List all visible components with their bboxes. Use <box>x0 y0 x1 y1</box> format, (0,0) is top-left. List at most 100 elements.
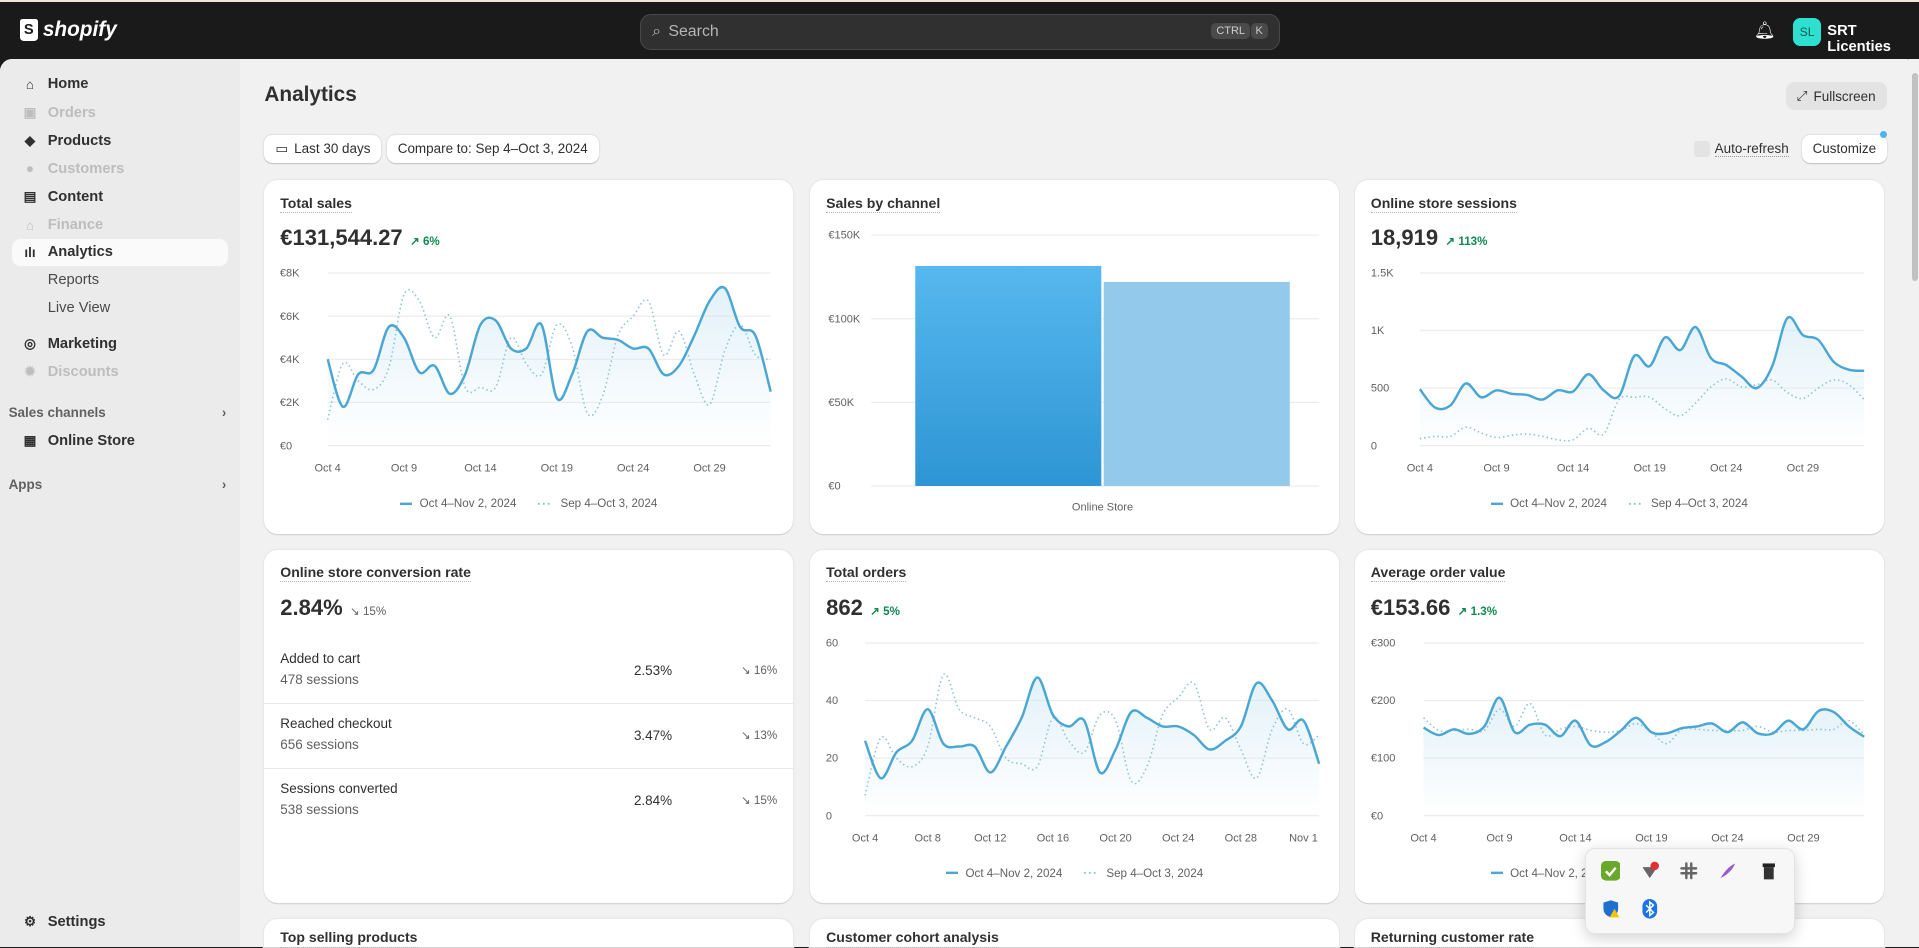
sidebar-item-finance[interactable]: ⌂ Finance <box>12 212 227 239</box>
legend-dotted-swatch <box>538 502 554 505</box>
notifications-bell-icon[interactable]: 🔔︎ <box>1753 20 1776 41</box>
button-label: Customize <box>1812 141 1877 157</box>
y-tick-label: 0 <box>1371 440 1377 452</box>
scrollbar[interactable] <box>1909 58 1919 948</box>
current-area <box>1419 316 1864 446</box>
legend-previous: Sep 4–Oct 3, 2024 <box>1106 866 1204 880</box>
shopify-bag-icon: S <box>19 18 38 41</box>
sidebar-item-settings[interactable]: ⚙ Settings <box>12 908 227 935</box>
tag-icon: ◆ <box>24 132 36 148</box>
card-title[interactable]: Returning customer rate <box>1370 929 1535 948</box>
scrollbar-thumb[interactable] <box>1911 73 1918 282</box>
average-order-value-card[interactable]: Average order value €153.66 ↗ 1.3% €0 €100… <box>1354 549 1884 904</box>
discount-icon: ✹ <box>24 364 36 380</box>
avatar[interactable]: SL <box>1793 17 1822 47</box>
sidebar-item-online-store[interactable]: ▦ Online Store <box>12 427 227 454</box>
sidebar-item-live-view[interactable]: Live View <box>12 295 227 322</box>
brand-name: shopify <box>42 17 117 41</box>
card-title[interactable]: Top selling products <box>280 929 418 948</box>
bank-icon: ⌂ <box>25 217 35 233</box>
sales-channels-header[interactable]: Sales channels › <box>9 405 227 420</box>
aov-chart[interactable]: €0 €100 €200 €300 Oct 4 Oct 9 Oct 14 Oct 19 Oct … <box>1355 550 1884 856</box>
x-tick-label: Oct 4 <box>315 462 341 474</box>
x-tick-label: Oct 24 <box>1711 832 1743 844</box>
bluetooth-icon[interactable] <box>1640 899 1660 919</box>
legend-current: Oct 4–Nov 2, 2024 <box>419 496 517 510</box>
nav-label: Content <box>47 189 104 206</box>
y-tick-label: 500 <box>1371 383 1389 395</box>
top-products-card[interactable]: Top selling products <box>264 919 794 948</box>
search-icon: ⌕ <box>652 22 662 40</box>
sidebar-item-analytics[interactable]: ılı Analytics <box>12 238 228 266</box>
legend-dotted-swatch <box>1628 502 1644 505</box>
search-input[interactable]: ⌕ Search CTRL K <box>640 14 1281 50</box>
x-tick-label: Oct 8 <box>915 832 941 844</box>
legend-solid-swatch <box>400 502 413 505</box>
funnel-row: Sessions converted 538 sessions 2.84% ↘ 15% <box>264 769 793 834</box>
total-orders-card[interactable]: Total orders 862 ↗ 5% 0 20 40 60 Oct 4 Oct 8 Oc… <box>810 549 1339 904</box>
card-title[interactable]: Total sales <box>280 195 352 213</box>
card-title[interactable]: Average order value <box>1370 564 1506 583</box>
funnel-label: Added to cart <box>280 651 361 667</box>
sidebar-item-home[interactable]: ⌂ Home <box>12 71 227 98</box>
auto-refresh-checkbox[interactable] <box>1693 140 1710 157</box>
button-label: Compare to: Sep 4–Oct 3, 2024 <box>397 141 588 157</box>
apps-header[interactable]: Apps › <box>9 477 227 492</box>
fullscreen-button[interactable]: ⤢ Fullscreen <box>1785 81 1887 111</box>
x-tick-label: Oct 19 <box>541 462 573 474</box>
trash-icon[interactable] <box>1759 861 1779 881</box>
sidebar-item-content[interactable]: ▤ Content <box>12 184 227 211</box>
nav-label: Home <box>47 76 89 93</box>
funnel-sessions: 538 sessions <box>280 801 359 817</box>
expand-icon: ⤢ <box>1796 88 1808 104</box>
y-tick-label: €6K <box>280 311 300 323</box>
feather-icon[interactable] <box>1718 861 1738 881</box>
network-error-icon[interactable] <box>1640 861 1660 881</box>
y-tick-label: 20 <box>826 752 838 764</box>
compare-button[interactable]: Compare to: Sep 4–Oct 3, 2024 <box>386 134 599 163</box>
nav-label: Discounts <box>47 364 119 381</box>
card-title[interactable]: Total orders <box>826 564 907 583</box>
total-sales-card[interactable]: Total sales €131,544.27 ↗ 6% €0 €2K €4K €6K €… <box>264 179 794 534</box>
button-label: Last 30 days <box>294 141 371 157</box>
store-name[interactable]: SRT Licenties <box>1827 22 1891 55</box>
sales-by-channel-card[interactable]: Sales by channel €0 €50K €100K €150K Online … <box>810 179 1339 534</box>
slack-icon[interactable] <box>1679 861 1699 881</box>
y-tick-label: €300 <box>1371 637 1395 649</box>
total-sales-chart[interactable]: €0 €2K €4K €6K €8K Oct 4 Oct 9 Oct 14 Oct 19 Oct … <box>264 180 793 486</box>
funnel-delta: ↘ 13% <box>740 729 778 743</box>
conversion-rate-card[interactable]: Online store conversion rate 2.84% ↘ 15% … <box>264 549 794 904</box>
sales-by-channel-chart[interactable]: €0 €50K €100K €150K Online Store <box>810 180 1339 534</box>
sessions-chart[interactable]: 0 500 1K 1.5K Oct 4 Oct 9 Oct 14 Oct 19 Oct 24 Oc… <box>1355 180 1884 486</box>
y-tick-label: €200 <box>1371 695 1395 707</box>
auto-refresh-label[interactable]: Auto-refresh <box>1714 140 1789 157</box>
x-tick-label: Oct 16 <box>1037 832 1069 844</box>
sessions-card[interactable]: Online store sessions 18,919 ↗ 113% 0 500 1… <box>1354 179 1884 534</box>
chevron-right-icon: › <box>221 477 227 493</box>
customize-button[interactable]: Customize <box>1801 134 1888 163</box>
x-tick-label: Oct 19 <box>1635 832 1667 844</box>
page-title: Analytics <box>264 83 357 107</box>
card-title[interactable]: Sales by channel <box>826 195 941 213</box>
sidebar-item-customers[interactable]: ● Customers <box>12 155 227 182</box>
funnel-label: Sessions converted <box>280 780 398 796</box>
sidebar-item-orders[interactable]: ▣ Orders <box>12 99 227 126</box>
defender-warning-icon[interactable] <box>1601 899 1621 919</box>
delta-value: 113% <box>1458 235 1488 249</box>
sidebar-item-reports[interactable]: Reports <box>12 267 227 294</box>
sidebar-item-discounts[interactable]: ✹ Discounts <box>12 359 227 386</box>
date-range-button[interactable]: ▭ Last 30 days <box>264 134 382 163</box>
cohort-card[interactable]: Customer cohort analysis <box>810 919 1339 948</box>
total-orders-chart[interactable]: 0 20 40 60 Oct 4 Oct 8 Oct 12 Oct 16 Oct 20 Oct 2… <box>810 550 1339 856</box>
card-title[interactable]: Online store sessions <box>1370 195 1517 213</box>
sidebar-item-products[interactable]: ◆ Products <box>12 127 227 154</box>
card-title[interactable]: Online store conversion rate <box>280 564 471 583</box>
nvidia-check-icon[interactable] <box>1600 861 1621 881</box>
sidebar-item-marketing[interactable]: ◎ Marketing <box>12 330 227 357</box>
nav-label: Reports <box>47 272 100 289</box>
card-title[interactable]: Customer cohort analysis <box>826 929 999 948</box>
x-tick-label: Oct 12 <box>974 832 1006 844</box>
current-period-line <box>864 675 1321 779</box>
